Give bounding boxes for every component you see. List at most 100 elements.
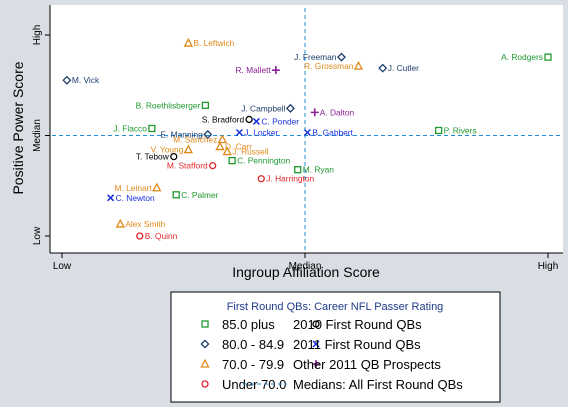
data-point: R. Mallett (235, 65, 280, 75)
legend-item: 85.0 plus (201, 317, 275, 332)
point-marker-shape (148, 124, 156, 133)
point-marker-shape (252, 117, 260, 125)
point-marker-shape (336, 52, 346, 62)
y-axis-title: Positive Power Score (10, 61, 26, 194)
point-marker-shape (172, 191, 180, 199)
legend: First Round QBs: Career NFL Passer Ratin… (170, 291, 501, 403)
point-marker-shape (201, 101, 210, 109)
point-label: C. Palmer (181, 190, 218, 200)
legend-marker (200, 358, 210, 368)
x-tick-label: Low (53, 261, 72, 272)
point-marker-shape (378, 63, 388, 73)
axes: Low Median High Low Median High (32, 5, 563, 272)
point-marker (285, 103, 295, 113)
point-marker (271, 66, 280, 75)
point-label: J. Freeman (294, 52, 337, 62)
point-marker (294, 166, 302, 174)
point-marker (170, 152, 178, 161)
legend-marker-shape (312, 340, 320, 348)
point-marker (152, 182, 162, 192)
point-marker (228, 156, 236, 165)
legend-item: 2011 First Round QBs (293, 337, 421, 352)
legend-marker (312, 340, 320, 348)
legend-label: 85.0 plus (222, 317, 275, 332)
point-label: M. Leinart (115, 183, 153, 193)
data-point: J. Freeman (294, 52, 346, 62)
x-tick-label: Median (289, 261, 322, 272)
data-point: J. Flacco (113, 123, 156, 133)
data-point: D. Carr (215, 141, 252, 152)
point-marker (217, 134, 228, 144)
point-marker (115, 218, 125, 228)
point-marker-shape (203, 129, 213, 140)
legend-label: Medians: All First Round QBs (293, 377, 463, 392)
y-tick-label: High (32, 25, 43, 46)
data-point: P. Rivers (434, 125, 477, 135)
point-label: E. Manning (160, 129, 203, 139)
point-marker (353, 60, 364, 70)
legend-label: 2010 First Round QBs (293, 317, 422, 332)
point-marker (201, 101, 210, 109)
legend-marker-shape (200, 339, 210, 349)
point-marker-shape (228, 156, 236, 165)
point-marker (136, 232, 144, 240)
legend-marker (201, 320, 209, 328)
point-label: Alex Smith (125, 219, 165, 229)
point-marker (310, 108, 319, 117)
point-marker-shape (152, 182, 162, 192)
point-label: V. Young (151, 145, 184, 155)
legend-item: Under 70.0 (201, 377, 286, 392)
legend-marker-shape (200, 358, 210, 368)
data-point: J. Campbell (241, 103, 295, 113)
point-marker (378, 63, 388, 73)
legend-item: 70.0 - 79.9 (200, 357, 284, 372)
point-label: J. Russell (232, 147, 268, 157)
point-label: S. Bradford (202, 114, 245, 124)
point-label: M. Vick (72, 75, 100, 85)
data-point: J. Harrington (257, 174, 315, 184)
data-point: J. Locker (235, 127, 279, 137)
point-label: J. Campbell (241, 103, 285, 113)
legend-marker-shape (201, 380, 209, 388)
point-label: C. Ponder (261, 116, 299, 126)
point-label: A. Rodgers (501, 52, 543, 62)
point-marker-shape (285, 103, 295, 113)
legend-label: 70.0 - 79.9 (222, 357, 284, 372)
legend-label: 80.0 - 84.9 (222, 337, 284, 352)
point-marker (209, 161, 217, 170)
point-marker (172, 191, 180, 199)
data-point: C. Palmer (172, 190, 219, 200)
point-marker (235, 128, 243, 137)
legend-marker-shape (312, 360, 320, 368)
data-point: M. Leinart (115, 182, 162, 193)
data-point: C. Newton (107, 193, 155, 203)
point-marker-shape (215, 141, 225, 151)
point-marker-shape (209, 161, 217, 170)
point-marker (62, 75, 72, 85)
point-marker-shape (271, 66, 280, 75)
point-marker-shape (544, 53, 552, 61)
legend-marker (312, 360, 320, 368)
point-marker (148, 124, 156, 133)
point-label: B. Gabbert (312, 127, 353, 137)
point-label: C. Newton (116, 193, 155, 203)
point-marker (303, 128, 311, 137)
point-marker (203, 129, 213, 140)
point-label: C. Pennington (237, 156, 290, 166)
data-point: V. Young (151, 144, 194, 155)
point-marker-shape (245, 115, 253, 124)
point-marker (215, 141, 225, 151)
data-point: E. Manning (160, 129, 213, 140)
legend-marker (200, 339, 210, 349)
point-marker (336, 52, 346, 62)
point-label: M. Ryan (303, 165, 335, 175)
legend-item: Other 2011 QB Prospects (293, 357, 441, 372)
data-point: T. Tebow (136, 152, 178, 162)
legend-label: Under 70.0 (222, 377, 286, 392)
legend-box (170, 291, 501, 403)
legend-label: 2011 First Round QBs (293, 337, 421, 352)
data-point: M. Vick (62, 75, 100, 85)
data-point: M. Ryan (294, 165, 335, 175)
data-point: B. Gabbert (303, 127, 354, 137)
point-marker-shape (303, 128, 311, 137)
